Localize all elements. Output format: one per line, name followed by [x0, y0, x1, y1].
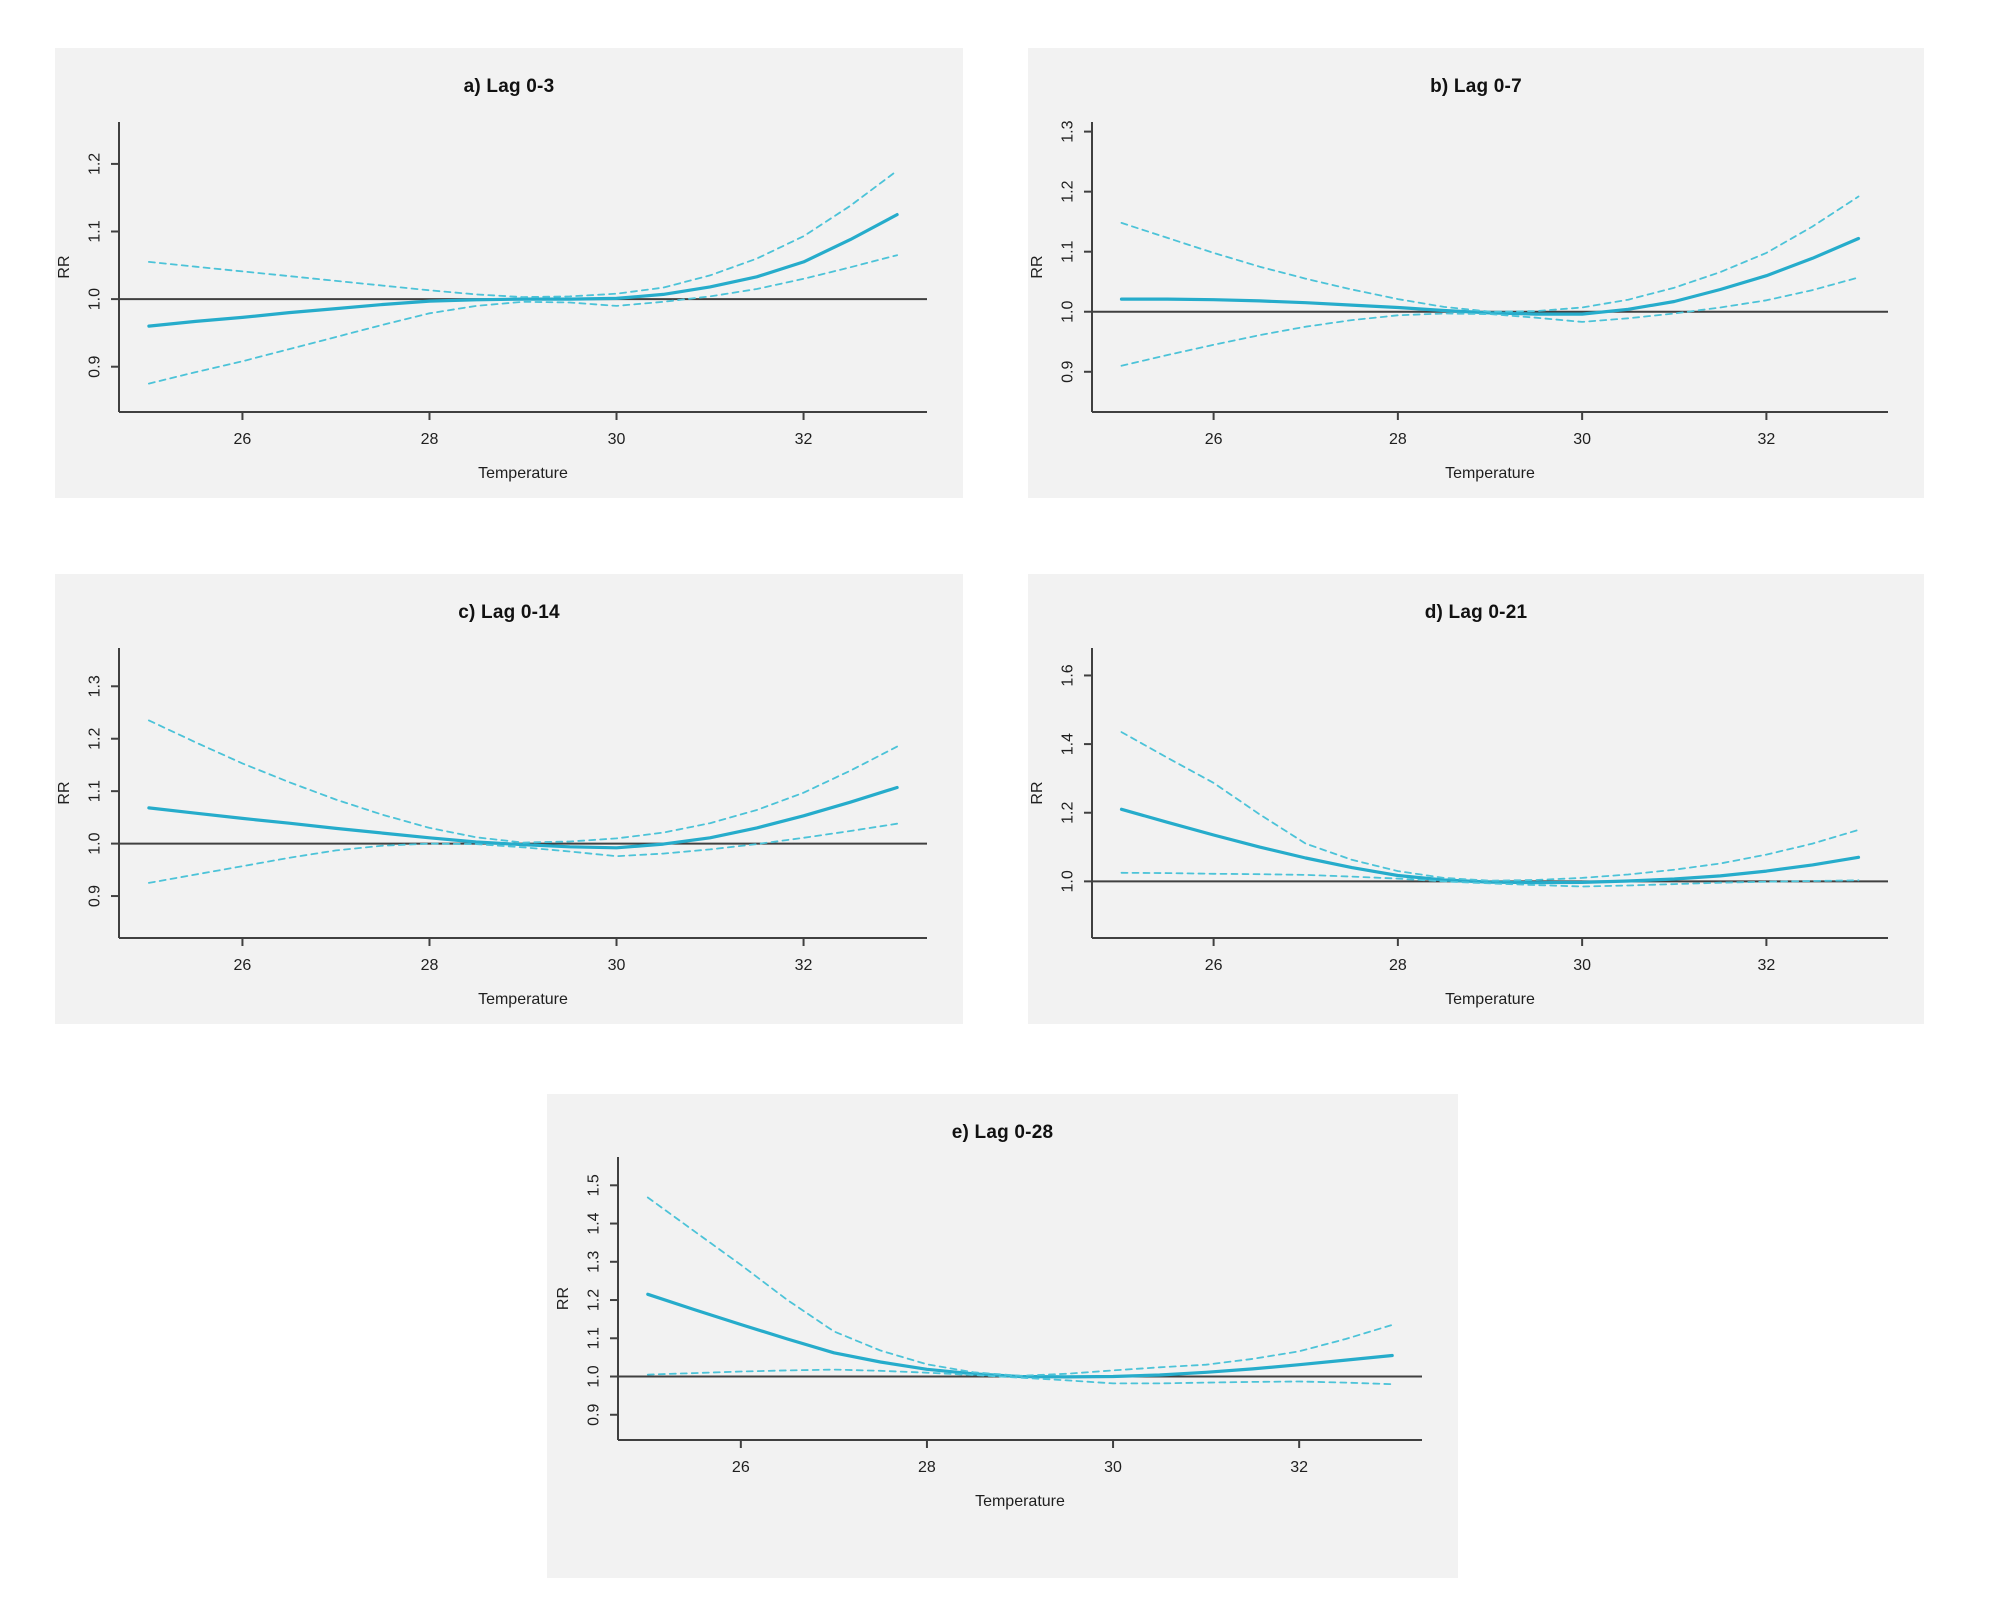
svg-text:1.4: 1.4: [586, 1212, 603, 1234]
svg-text:1.0: 1.0: [87, 832, 104, 854]
svg-text:Temperature: Temperature: [478, 991, 568, 1008]
chart-title: b) Lag 0-7: [1430, 76, 1522, 97]
svg-text:1.5: 1.5: [586, 1174, 603, 1196]
panel-lag-0-3: a) Lag 0-3 0.9 1.0 1.1 1.2 26 28 30 32 Temperatu…: [55, 48, 963, 498]
svg-text:32: 32: [795, 957, 813, 974]
svg-text:1.1: 1.1: [87, 780, 104, 802]
svg-text:28: 28: [1389, 957, 1407, 974]
svg-text:Temperature: Temperature: [1445, 465, 1535, 482]
svg-text:1.6: 1.6: [1060, 664, 1077, 686]
chart-title: c) Lag 0-14: [458, 602, 560, 623]
svg-text:RR: RR: [56, 255, 73, 278]
svg-text:28: 28: [918, 1459, 936, 1476]
svg-text:RR: RR: [56, 781, 73, 804]
svg-text:26: 26: [234, 957, 252, 974]
svg-text:Temperature: Temperature: [975, 1493, 1065, 1510]
svg-text:1.1: 1.1: [87, 220, 104, 242]
svg-text:1.0: 1.0: [87, 288, 104, 310]
panel-lag-0-28: e) Lag 0-28 0.9 1.0 1.1 1.2 1.3 1.4 1.5 26 28 30 3…: [547, 1094, 1458, 1578]
svg-text:1.3: 1.3: [1060, 120, 1077, 142]
svg-text:32: 32: [1757, 431, 1775, 448]
chart-plot-lag-0-14: 0.9 1.0 1.1 1.2 1.3 26 28 30 32 Temperature RR: [56, 648, 927, 1008]
svg-text:1.2: 1.2: [586, 1289, 603, 1311]
svg-text:1.2: 1.2: [1060, 180, 1077, 202]
panel-lag-0-14: c) Lag 0-14 0.9 1.0 1.1 1.2 1.3 26 28 30 32 Tempe…: [55, 574, 963, 1024]
chart-title: e) Lag 0-28: [951, 1122, 1054, 1143]
svg-text:1.0: 1.0: [1060, 870, 1077, 892]
svg-text:32: 32: [1290, 1459, 1308, 1476]
svg-text:30: 30: [608, 431, 626, 448]
svg-text:RR: RR: [555, 1287, 572, 1310]
svg-text:26: 26: [1205, 957, 1223, 974]
panel-lag-0-21: d) Lag 0-21 1.0 1.2 1.4 1.6 26 28 30 32 Temperat…: [1028, 574, 1924, 1024]
chart-plot-lag-0-21: 1.0 1.2 1.4 1.6 26 28 30 32 Temperature RR: [1029, 648, 1888, 1008]
svg-text:32: 32: [1757, 957, 1775, 974]
svg-text:RR: RR: [1029, 781, 1046, 804]
chart-plot-lag-0-3: 0.9 1.0 1.1 1.2 26 28 30 32 Temperature RR: [56, 122, 927, 482]
svg-text:1.0: 1.0: [1060, 301, 1077, 323]
chart-plot-lag-0-7: 0.9 1.0 1.1 1.2 1.3 26 28 30 32 Temperature RR: [1029, 120, 1888, 482]
svg-text:32: 32: [795, 431, 813, 448]
svg-text:26: 26: [732, 1459, 750, 1476]
svg-text:26: 26: [1205, 431, 1223, 448]
svg-text:1.2: 1.2: [87, 728, 104, 750]
svg-text:1.0: 1.0: [586, 1365, 603, 1387]
svg-text:30: 30: [1104, 1459, 1122, 1476]
svg-text:1.2: 1.2: [87, 153, 104, 175]
svg-text:1.2: 1.2: [1060, 802, 1077, 824]
svg-text:1.1: 1.1: [586, 1327, 603, 1349]
svg-text:30: 30: [608, 957, 626, 974]
svg-text:28: 28: [421, 431, 439, 448]
svg-text:0.9: 0.9: [87, 355, 104, 377]
svg-text:28: 28: [421, 957, 439, 974]
svg-text:1.1: 1.1: [1060, 240, 1077, 262]
svg-text:30: 30: [1573, 431, 1591, 448]
svg-text:1.3: 1.3: [87, 675, 104, 697]
svg-text:1.3: 1.3: [586, 1251, 603, 1273]
svg-text:1.4: 1.4: [1060, 733, 1077, 755]
svg-text:28: 28: [1389, 431, 1407, 448]
svg-text:RR: RR: [1029, 255, 1046, 278]
svg-text:0.9: 0.9: [87, 885, 104, 907]
chart-title: a) Lag 0-3: [463, 76, 555, 97]
panel-lag-0-7: b) Lag 0-7 0.9 1.0 1.1 1.2 1.3 26 28 30 32 Temper…: [1028, 48, 1924, 498]
svg-text:Temperature: Temperature: [478, 465, 568, 482]
svg-text:0.9: 0.9: [586, 1404, 603, 1426]
svg-text:0.9: 0.9: [1060, 361, 1077, 383]
chart-title: d) Lag 0-21: [1424, 602, 1528, 623]
svg-text:26: 26: [234, 431, 252, 448]
svg-text:Temperature: Temperature: [1445, 991, 1535, 1008]
chart-plot-lag-0-28: 0.9 1.0 1.1 1.2 1.3 1.4 1.5 26 28 30 32 Temperature…: [555, 1157, 1422, 1510]
svg-text:30: 30: [1573, 957, 1591, 974]
